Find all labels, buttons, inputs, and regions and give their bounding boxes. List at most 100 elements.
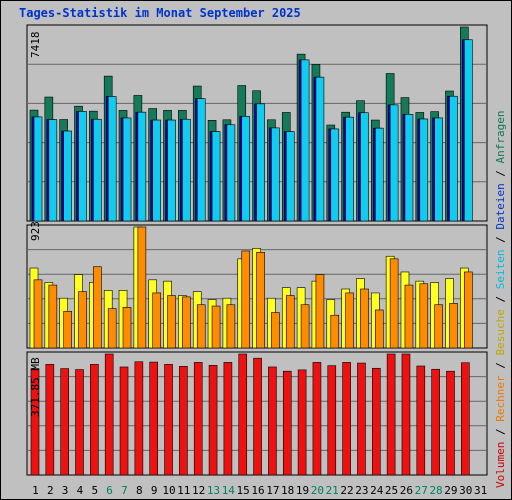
panel-bottom (26, 351, 488, 476)
bar-volumen (371, 367, 381, 476)
bar-seiten (315, 76, 325, 222)
bar-seiten (404, 113, 414, 222)
bar-rechner (196, 304, 206, 349)
top-max-label: 7418 (29, 31, 42, 59)
x-tick-label: 3 (62, 484, 69, 497)
bar-rechner (300, 304, 310, 349)
bar-volumen (149, 361, 159, 476)
bar-seiten (285, 131, 295, 222)
bar-rechner (48, 284, 58, 349)
bar-seiten (107, 96, 117, 222)
x-tick-label: 6 (106, 484, 113, 497)
x-tick-label: 17 (266, 484, 279, 497)
bar-rechner (449, 303, 458, 349)
bar-seiten (78, 111, 87, 222)
bar-seiten (419, 118, 429, 222)
bar-volumen (30, 368, 40, 476)
x-tick-label: 29 (444, 484, 457, 497)
x-tick-label: 2 (47, 484, 54, 497)
bar-rechner (360, 288, 369, 349)
bar-rechner (374, 309, 384, 349)
bar-rechner (404, 284, 414, 349)
bar-seiten (449, 95, 458, 222)
x-tick-label: 4 (77, 484, 84, 497)
bar-rechner (226, 304, 236, 349)
panel-top (26, 24, 488, 222)
x-tick-label: 7 (121, 484, 128, 497)
legend-item: Besuche (494, 309, 507, 356)
bar-seiten (434, 117, 443, 222)
bar-rechner (78, 291, 87, 349)
bar-rechner (107, 308, 117, 349)
x-tick-label: 5 (91, 484, 98, 497)
legend-item: / (494, 421, 507, 442)
bar-rechner (152, 292, 162, 349)
x-tick-label: 9 (151, 484, 158, 497)
bar-rechner (285, 295, 295, 349)
bar-rechner (182, 296, 191, 349)
legend: Volumen / Rechner / Besuche / Seiten / D… (494, 110, 507, 488)
x-tick-label: 28 (429, 484, 442, 497)
x-tick-label: 11 (177, 484, 190, 497)
bar-rechner (241, 250, 251, 349)
panel-middle (26, 224, 488, 349)
legend-item: Anfragen (494, 110, 507, 164)
bar-volumen (253, 357, 262, 476)
x-tick-label: 22 (340, 484, 353, 497)
x-tick-label: 30 (459, 484, 472, 497)
bar-volumen (179, 366, 188, 476)
legend-item: / (494, 289, 507, 310)
bar-volumen (282, 370, 292, 476)
bar-seiten (300, 59, 310, 222)
x-tick-label: 24 (370, 484, 384, 497)
x-tick-label: 10 (162, 484, 175, 497)
bar-volumen (208, 365, 218, 476)
bar-seiten (182, 118, 191, 222)
x-tick-label: 31 (474, 484, 487, 497)
x-tick-label: 1 (32, 484, 39, 497)
bar-seiten (374, 127, 384, 222)
bar-rechner (434, 304, 443, 349)
bar-volumen (45, 364, 55, 476)
bar-volumen (416, 365, 426, 476)
bar-volumen (164, 364, 173, 476)
bar-rechner (211, 305, 221, 349)
bar-rechner (315, 274, 325, 349)
bar-rechner (137, 226, 147, 349)
bar-seiten (122, 117, 132, 222)
bar-seiten (211, 131, 221, 222)
bar-volumen (446, 370, 455, 476)
bar-volumen (238, 353, 248, 476)
bar-volumen (268, 366, 277, 476)
x-tick-label: 18 (281, 484, 294, 497)
bar-volumen (401, 353, 411, 476)
bar-rechner (122, 307, 132, 349)
bar-seiten (48, 119, 58, 222)
bar-seiten (226, 124, 236, 222)
bar-volumen (386, 353, 396, 476)
x-tick-label: 20 (311, 484, 324, 497)
x-tick-label: 27 (415, 484, 428, 497)
bar-rechner (33, 279, 43, 349)
bar-rechner (256, 252, 265, 349)
bar-seiten (360, 112, 369, 222)
bar-seiten (152, 119, 162, 222)
bar-volumen (119, 366, 129, 476)
bar-seiten (256, 103, 265, 222)
bar-seiten (167, 119, 176, 222)
bar-volumen (75, 369, 84, 476)
legend-item: / (494, 163, 507, 184)
bar-rechner (63, 310, 72, 349)
bar-seiten (271, 127, 280, 222)
legend-item: / (494, 229, 507, 250)
bar-seiten (330, 128, 340, 222)
bar-volumen (357, 362, 366, 476)
x-axis-labels: 1 2 3 4 5 6 7 8 9 10 11 12 13 14 15 16 17 18 19 20 21 22 23 24 2… (32, 484, 487, 497)
bar-rechner (93, 266, 102, 349)
bottom-max-label: 371.85 MB (29, 357, 42, 417)
bar-rechner (345, 292, 354, 349)
x-tick-label: 15 (237, 484, 250, 497)
bar-volumen (60, 368, 69, 476)
bar-rechner (167, 295, 176, 349)
bar-rechner (330, 314, 340, 349)
